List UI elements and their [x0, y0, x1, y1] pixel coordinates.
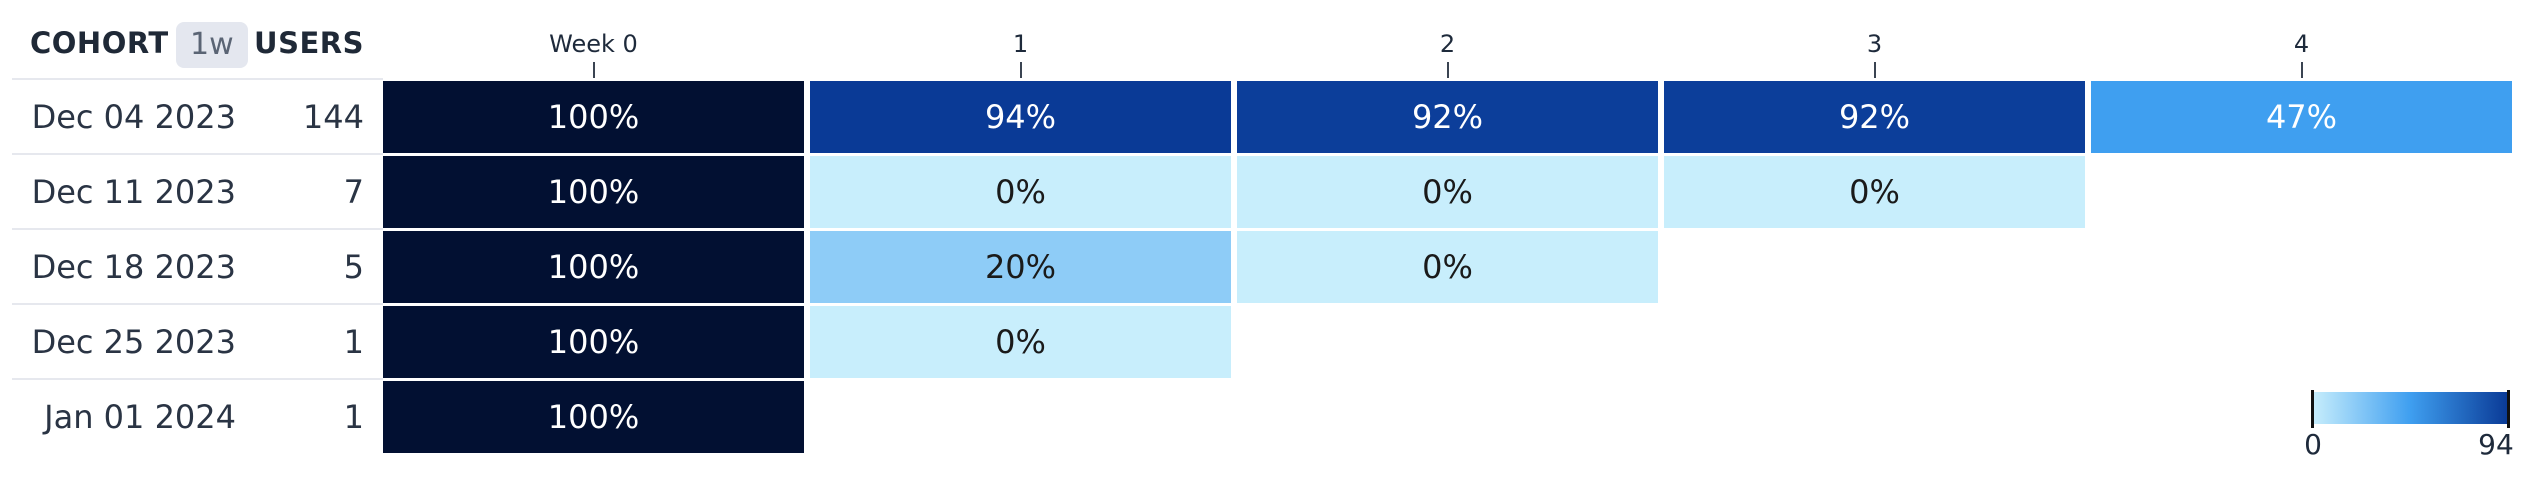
cohort-date-label: Dec 18 2023	[31, 248, 236, 286]
heatmap-cell[interactable]: 0%	[1664, 156, 2085, 228]
heatmap-cell[interactable]: 100%	[383, 156, 804, 228]
period-label-3: 3	[1866, 30, 1883, 58]
cohort-users-count: 5	[343, 248, 364, 286]
legend-min-label: 0	[2304, 428, 2322, 461]
row-divider	[12, 78, 383, 80]
row-divider	[12, 228, 383, 230]
cohort-users-count: 144	[302, 98, 364, 136]
period-tick-2	[1446, 62, 1449, 78]
heatmap-cell[interactable]: 92%	[1237, 81, 1658, 153]
heatmap-cell[interactable]: 100%	[383, 381, 804, 453]
period-tick-3	[1873, 62, 1876, 78]
legend-min-tick	[2311, 390, 2314, 428]
period-tick-0	[592, 62, 595, 78]
heatmap-cell[interactable]: 0%	[810, 306, 1231, 378]
heatmap-cell[interactable]: 0%	[810, 156, 1231, 228]
period-label-1: 1	[1012, 30, 1029, 58]
heatmap-cell[interactable]: 0%	[1237, 231, 1658, 303]
legend-max-label: 94	[2478, 428, 2514, 461]
cohort-users-count: 7	[343, 173, 364, 211]
heatmap-cell[interactable]: 94%	[810, 81, 1231, 153]
interval-badge[interactable]: 1w	[176, 22, 248, 68]
heatmap-cell[interactable]: 100%	[383, 231, 804, 303]
legend-max-tick	[2507, 390, 2510, 428]
heatmap-cell[interactable]: 20%	[810, 231, 1231, 303]
period-tick-1	[1019, 62, 1022, 78]
cohort-date-label: Dec 11 2023	[31, 173, 236, 211]
heatmap-cell[interactable]: 100%	[383, 81, 804, 153]
users-column-header: USERS	[254, 26, 364, 60]
period-label-4: 4	[2293, 30, 2310, 58]
period-label-0: Week 0	[549, 30, 638, 58]
cohort-date-label: Dec 04 2023	[31, 98, 236, 136]
cohort-column-header: COHORT	[30, 26, 169, 60]
row-divider	[12, 153, 383, 155]
heatmap-cell[interactable]: 92%	[1664, 81, 2085, 153]
period-label-2: 2	[1439, 30, 1456, 58]
cohort-users-count: 1	[343, 398, 364, 436]
heatmap-cell[interactable]: 47%	[2091, 81, 2512, 153]
row-divider	[12, 378, 383, 380]
period-tick-4	[2300, 62, 2303, 78]
cohort-date-label: Jan 01 2024	[44, 398, 236, 436]
cohort-users-count: 1	[343, 323, 364, 361]
heatmap-cell[interactable]: 100%	[383, 306, 804, 378]
row-divider	[12, 303, 383, 305]
heatmap-cell[interactable]: 0%	[1237, 156, 1658, 228]
legend-gradient-bar	[2312, 392, 2508, 424]
cohort-date-label: Dec 25 2023	[31, 323, 236, 361]
